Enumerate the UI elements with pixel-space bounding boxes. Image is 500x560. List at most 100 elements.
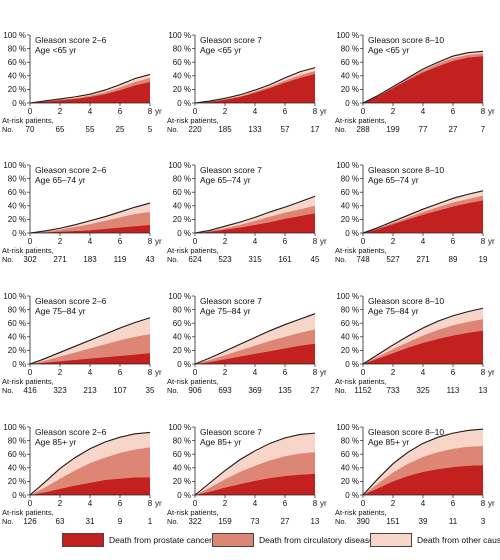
panel-subtitle: Age 65–74 yr (200, 175, 251, 185)
x-tick-label: 2 (391, 107, 396, 116)
y-tick-label: 100 % (336, 31, 359, 40)
at-risk-value: 31 (86, 517, 95, 526)
at-risk-value: 89 (449, 255, 458, 264)
y-tick-label: 0 % (345, 491, 359, 500)
x-tick-label: 4 (88, 499, 93, 508)
y-tick-label: 100 % (336, 292, 359, 301)
y-tick-label: 80 % (341, 436, 359, 445)
x-tick-label: 2 (391, 368, 396, 377)
legend-item-prostate: Death from prostate cancer (62, 532, 212, 548)
y-tick-label: 60 % (8, 319, 26, 328)
panel-title: Gleason score 8–10 (368, 165, 444, 175)
x-tick-label: 0 (361, 499, 366, 508)
y-tick-label: 20 % (173, 346, 191, 355)
panel-subtitle: Age 65–74 yr (35, 175, 86, 185)
y-tick-label: 60 % (341, 58, 359, 67)
at-risk-value: 527 (386, 255, 400, 264)
legend-swatch-prostate (62, 533, 104, 547)
y-tick-label: 20 % (8, 477, 26, 486)
at-risk-label: At-risk patients, (167, 508, 219, 517)
x-tick-label: 2 (391, 237, 396, 246)
panel-title: Gleason score 2–6 (35, 296, 107, 306)
at-risk-value: 748 (356, 255, 370, 264)
total-outline (194, 195, 316, 234)
legend-label-prostate: Death from prostate cancer (109, 535, 212, 545)
y-tick-label: 0 % (12, 360, 26, 369)
panel-subtitle: Age 75–84 yr (35, 306, 86, 316)
x-tick-label: 0 (361, 107, 366, 116)
x-unit-label: yr (488, 499, 495, 508)
at-risk-value: 3 (481, 517, 486, 526)
x-tick-label: 4 (253, 499, 258, 508)
x-unit-label: yr (155, 499, 162, 508)
x-tick-label: 8 (148, 499, 153, 508)
y-tick-label: 40 % (341, 333, 359, 342)
area-circulatory-disease (195, 452, 315, 495)
y-tick-label: 60 % (8, 188, 26, 197)
area-circulatory-disease (363, 319, 483, 364)
at-risk-value: 693 (218, 386, 232, 395)
legend-label-circulatory: Death from circulatory disease (259, 535, 374, 545)
at-risk-value: 13 (311, 517, 320, 526)
y-tick-label: 20 % (8, 346, 26, 355)
at-risk-label: At-risk patients, (335, 116, 387, 125)
area-circulatory-disease (363, 446, 483, 495)
y-tick-label: 0 % (345, 99, 359, 108)
at-risk-value: 11 (449, 517, 458, 526)
at-risk-value: 161 (278, 255, 292, 264)
at-risk-no-label: No. (2, 255, 14, 264)
x-tick-label: 2 (58, 368, 63, 377)
x-tick-label: 2 (223, 368, 228, 377)
x-tick-label: 6 (283, 107, 288, 116)
y-tick-label: 40 % (341, 72, 359, 81)
panel-title: Gleason score 8–10 (368, 296, 444, 306)
x-tick-label: 6 (118, 107, 123, 116)
at-risk-value: 126 (23, 517, 37, 526)
at-risk-no-label: No. (335, 125, 347, 134)
panel-3: 0 % 20 % 40 % 60 % 80 % 100 % 0 2 4 6 8 yr Gleason s… (335, 31, 495, 134)
at-risk-value: 159 (218, 517, 232, 526)
panel-title: Gleason score 2–6 (35, 165, 107, 175)
y-tick-label: 80 % (341, 305, 359, 314)
total-outline (29, 431, 151, 496)
x-tick-label: 4 (421, 107, 426, 116)
y-tick-label: 0 % (177, 491, 191, 500)
area-prostate-cancer (30, 477, 150, 495)
total-outline (194, 313, 316, 365)
x-tick-label: 0 (193, 237, 198, 246)
area-prostate-cancer (363, 56, 483, 103)
at-risk-label: At-risk patients, (2, 116, 54, 125)
at-risk-value: 55 (86, 125, 95, 134)
x-tick-label: 6 (451, 368, 456, 377)
total-outline (362, 428, 484, 496)
x-unit-label: yr (488, 107, 495, 116)
y-tick-label: 20 % (341, 215, 359, 224)
y-tick-label: 40 % (341, 464, 359, 473)
at-risk-value: 7 (481, 125, 486, 134)
at-risk-value: 77 (419, 125, 428, 134)
x-tick-label: 4 (253, 237, 258, 246)
panel-subtitle: Age <65 yr (368, 45, 410, 55)
panel-10: 0 % 20 % 40 % 60 % 80 % 100 % 0 2 4 6 8 yr Gleason s… (2, 423, 162, 526)
y-tick-label: 80 % (341, 174, 359, 183)
x-tick-label: 2 (223, 107, 228, 116)
y-tick-label: 40 % (173, 464, 191, 473)
x-tick-label: 0 (28, 237, 33, 246)
x-unit-label: yr (488, 237, 495, 246)
x-tick-label: 8 (148, 107, 153, 116)
x-tick-label: 6 (118, 499, 123, 508)
x-tick-label: 0 (193, 107, 198, 116)
y-tick-label: 60 % (8, 58, 26, 67)
x-unit-label: yr (320, 499, 327, 508)
y-tick-label: 20 % (341, 85, 359, 94)
at-risk-no-label: No. (167, 125, 179, 134)
x-tick-label: 8 (481, 499, 486, 508)
panel-title: Gleason score 7 (200, 296, 262, 306)
y-tick-label: 100 % (3, 31, 26, 40)
legend-swatch-other (370, 533, 412, 547)
x-tick-label: 6 (451, 499, 456, 508)
y-tick-label: 20 % (173, 215, 191, 224)
panel-subtitle: Age 85+ yr (35, 437, 77, 447)
y-tick-label: 100 % (336, 423, 359, 432)
